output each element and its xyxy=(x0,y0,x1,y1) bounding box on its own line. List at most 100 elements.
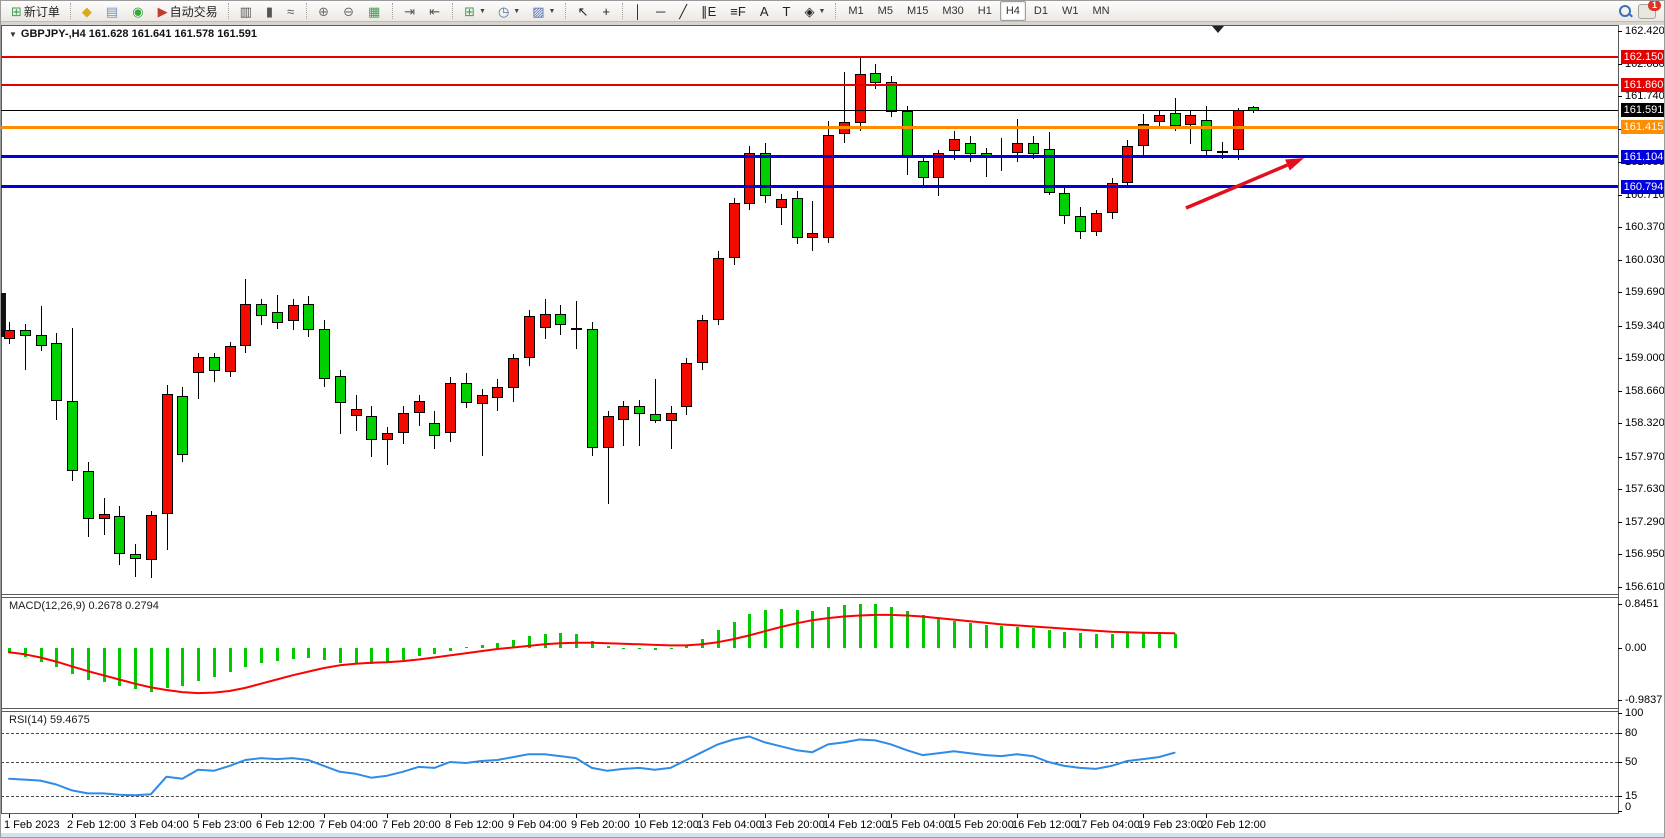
time-tick-label: 7 Feb 20:00 xyxy=(382,819,441,831)
price-tick-label: 160.370 xyxy=(1625,221,1665,233)
candle-wick xyxy=(198,353,199,399)
zoom-in-icon: ⊕ xyxy=(318,3,330,19)
level-line-162.150[interactable] xyxy=(1,56,1618,58)
chart-shift-marker-icon[interactable] xyxy=(1212,26,1224,33)
candle-wick xyxy=(671,406,672,449)
equidistant-channel-button[interactable]: ∥E xyxy=(696,1,723,21)
candle-body xyxy=(933,153,944,178)
level-line-160.794[interactable] xyxy=(1,185,1618,188)
time-tick-mark xyxy=(72,814,73,818)
candlestick-chart-button[interactable]: ▮ xyxy=(261,1,280,21)
rsi-level-line-15 xyxy=(1,796,1618,797)
alerts-button[interactable]: ◆ xyxy=(77,1,99,21)
candle-wick xyxy=(844,72,845,143)
level-line-161.860[interactable] xyxy=(1,84,1618,86)
timeframe-w1-button[interactable]: W1 xyxy=(1061,5,1079,17)
trendline-button[interactable]: ╱ xyxy=(674,1,694,21)
candle-body xyxy=(697,320,708,363)
price-tick-mark xyxy=(1618,391,1622,392)
price-tick-label: 159.000 xyxy=(1625,352,1665,364)
candle-body xyxy=(666,413,677,421)
price-tick-label: 161.740 xyxy=(1625,90,1665,102)
collapse-triangle-icon[interactable]: ▼ xyxy=(9,30,17,39)
horizontal-line-button[interactable]: ─ xyxy=(651,1,672,21)
macd-tick-label: 0.00 xyxy=(1625,642,1647,654)
price-tick-mark xyxy=(1618,195,1622,196)
tile-windows-icon: ▦ xyxy=(367,3,381,19)
candle-body xyxy=(67,401,78,471)
crosshair-icon: + xyxy=(602,3,610,19)
cursor-button[interactable]: ↖ xyxy=(572,1,595,21)
chart-title[interactable]: ▼ GBPJPY-,H4 161.628 161.641 161.578 161.… xyxy=(9,28,257,40)
chart-shift-button[interactable]: ⇥ xyxy=(399,1,422,21)
time-tick-mark xyxy=(135,814,136,818)
bar-chart-button[interactable]: ▥ xyxy=(235,1,259,21)
price-tick-mark xyxy=(1618,522,1622,523)
macd-panel-bottom-border[interactable] xyxy=(1,708,1618,709)
crosshair-button[interactable]: + xyxy=(597,1,617,21)
clipped-candle xyxy=(1,293,6,337)
candle-body xyxy=(902,111,913,157)
text-label-button[interactable]: T xyxy=(778,1,798,21)
macd-tick-mark xyxy=(1618,648,1622,649)
main-panel-bottom-border[interactable] xyxy=(1,594,1618,595)
auto-scroll-button[interactable]: ⇤ xyxy=(424,1,447,21)
tile-windows-button[interactable]: ▦ xyxy=(363,1,387,21)
price-tick-mark xyxy=(1618,64,1622,65)
search-icon[interactable] xyxy=(1618,4,1633,18)
time-tick-mark xyxy=(1206,814,1207,818)
candle-body xyxy=(209,357,220,371)
timeframe-m1-button[interactable]: M1 xyxy=(848,5,864,17)
auto-trading-button[interactable]: ▶ 自动交易 xyxy=(153,1,223,21)
price-tick-mark xyxy=(1618,260,1622,261)
vertical-line-button[interactable]: │ xyxy=(629,1,649,21)
indicators-button[interactable]: ⊞ ▼ xyxy=(459,1,491,21)
time-tick-mark xyxy=(702,814,703,818)
candle-body xyxy=(382,433,393,440)
time-tick-label: 2 Feb 12:00 xyxy=(67,819,126,831)
candle-wick xyxy=(1017,119,1018,162)
text-button[interactable]: A xyxy=(755,1,776,21)
timeframe-h1-button[interactable]: H1 xyxy=(977,5,992,17)
templates-button[interactable]: ▨ ▼ xyxy=(527,1,560,21)
timeframe-m5-button[interactable]: M5 xyxy=(877,5,893,17)
rsi-tick-label: 50 xyxy=(1625,756,1638,768)
timeframe-m30-button[interactable]: M30 xyxy=(942,5,964,17)
toolbar: ⊞ 新订单 ◆ ▤ ◉ ▶ 自动交易 ▥ ▮ ≈ ⊕ ⊖ ▦ ⇥ ⇤ ⊞ ▼ ◷ ▼ ▨ ▼ ↖ + │ ─ ╱ ∥E ≡F A T ◈ ▼ M… xyxy=(1,1,1664,22)
candle-body xyxy=(1138,124,1149,146)
timeframe-d1-button[interactable]: D1 xyxy=(1033,5,1048,17)
timeframe-mn-button[interactable]: MN xyxy=(1092,5,1110,17)
level-line-161.104[interactable] xyxy=(1,155,1618,158)
price-axis-line[interactable] xyxy=(1618,25,1619,814)
candle-body xyxy=(1107,183,1118,213)
candle-body xyxy=(555,314,566,325)
print-preview-button[interactable]: ▤ xyxy=(101,1,125,21)
fibonacci-button[interactable]: ≡F xyxy=(725,1,753,21)
window-divider xyxy=(1,22,1664,25)
chat-icon[interactable]: 1 xyxy=(1638,1,1661,19)
timeframe-m15-button[interactable]: M15 xyxy=(906,5,929,17)
rsi-tick-label: 100 xyxy=(1625,707,1644,719)
time-tick-label: 3 Feb 04:00 xyxy=(130,819,189,831)
line-chart-button[interactable]: ≈ xyxy=(282,1,301,21)
price-badge-161.860: 161.860 xyxy=(1621,78,1664,92)
time-tick-mark xyxy=(954,814,955,818)
broadcast-button[interactable]: ◉ xyxy=(127,1,150,21)
rsi-tick-mark xyxy=(1618,733,1622,734)
candle-body xyxy=(713,258,724,320)
level-line-161.415[interactable] xyxy=(1,126,1618,129)
arrows-button[interactable]: ◈ ▼ xyxy=(799,1,830,21)
time-tick-label: 13 Feb 04:00 xyxy=(697,819,762,831)
periods-icon: ◷ xyxy=(497,3,510,19)
candle-body xyxy=(492,387,503,398)
new-order-button[interactable]: ⊞ 新订单 xyxy=(6,1,65,21)
candle-body xyxy=(1154,115,1165,122)
zoom-in-button[interactable]: ⊕ xyxy=(313,1,336,21)
price-badge-161.591: 161.591 xyxy=(1621,103,1664,117)
periods-button[interactable]: ◷ ▼ xyxy=(493,1,525,21)
timeframe-h4-button[interactable]: H4 xyxy=(999,1,1026,21)
time-tick-mark xyxy=(891,814,892,818)
zoom-out-button[interactable]: ⊖ xyxy=(338,1,361,21)
level-line-161.591[interactable] xyxy=(1,110,1618,111)
toolbar-separator xyxy=(621,3,624,19)
